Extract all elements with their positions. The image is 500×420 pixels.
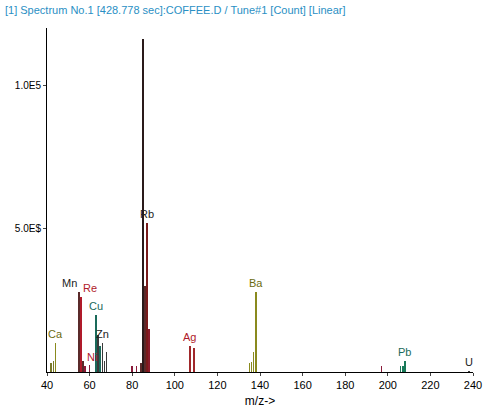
svg-text:40: 40 — [41, 379, 53, 391]
svg-text:Ba: Ba — [249, 277, 263, 289]
svg-text:140: 140 — [251, 379, 269, 391]
svg-text:Cu: Cu — [89, 300, 103, 312]
svg-text:Pb: Pb — [398, 346, 411, 358]
svg-text:U: U — [465, 356, 473, 368]
svg-text:Rb: Rb — [140, 208, 154, 220]
svg-text:[1] Spectrum No.1 [428.778 sec: [1] Spectrum No.1 [428.778 sec]:COFFEE.D… — [5, 4, 346, 16]
svg-text:220: 220 — [421, 379, 439, 391]
svg-text:80: 80 — [126, 379, 138, 391]
svg-text:100: 100 — [166, 379, 184, 391]
svg-text:60: 60 — [83, 379, 95, 391]
svg-text:180: 180 — [336, 379, 354, 391]
svg-text:200: 200 — [379, 379, 397, 391]
svg-text:160: 160 — [293, 379, 311, 391]
svg-text:Ni: Ni — [87, 351, 97, 363]
svg-text:Mn: Mn — [62, 277, 77, 289]
svg-text:Re: Re — [83, 282, 97, 294]
svg-text:240: 240 — [464, 379, 482, 391]
svg-text:120: 120 — [208, 379, 226, 391]
svg-text:1.0E5: 1.0E5 — [15, 80, 42, 91]
svg-text:m/z->: m/z-> — [245, 394, 275, 408]
svg-text:5.0E$: 5.0E$ — [15, 223, 42, 234]
svg-text:Ag: Ag — [183, 331, 196, 343]
svg-text:Ca: Ca — [48, 328, 63, 340]
svg-text:Zn: Zn — [96, 328, 109, 340]
